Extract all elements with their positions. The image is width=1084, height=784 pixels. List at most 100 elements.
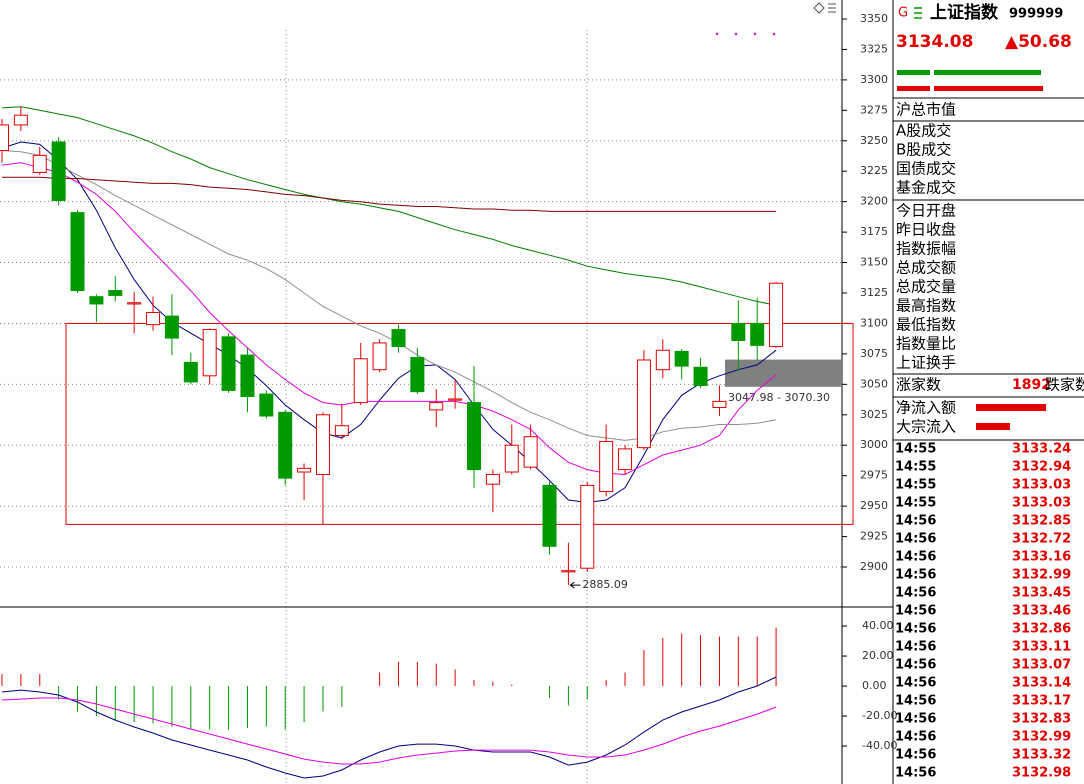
badge[interactable]: G (898, 6, 908, 21)
candle-body (334, 425, 349, 436)
y-tick-label: 40.00 (862, 619, 894, 632)
candle-body (146, 311, 161, 326)
trade-time: 14:56 (895, 640, 936, 655)
y-tick-label: 3100 (860, 316, 888, 329)
candle-body (278, 411, 293, 479)
trade-time: 14:56 (895, 532, 936, 547)
trade-time: 14:55 (895, 442, 936, 457)
y-tick-label: 3325 (860, 42, 888, 55)
trade-price: 3133.45 (1012, 586, 1071, 601)
y-tick-label: 20.00 (862, 649, 894, 662)
y-tick-label: 2950 (860, 499, 888, 512)
rise-label: 涨家数 (896, 376, 941, 394)
y-tick-label: 3225 (860, 164, 888, 177)
candle-body (429, 402, 444, 411)
candle-body (485, 473, 500, 485)
markers (715, 32, 776, 36)
field-label: 最低指数 (896, 316, 956, 334)
trade-time: 14:56 (895, 568, 936, 583)
trade-price: 3133.32 (1012, 748, 1071, 763)
y-tick-label: 3175 (860, 225, 888, 238)
field-label: 总成交额 (896, 259, 956, 277)
trade-time: 14:56 (895, 694, 936, 709)
y-tick-label: 3200 (860, 195, 888, 208)
trade-price: 3133.24 (1012, 442, 1071, 457)
candle-body (467, 402, 481, 471)
candle-body (127, 302, 142, 305)
line (1, 676, 777, 779)
candle-body (731, 322, 746, 341)
y-tick-label: 3150 (860, 256, 888, 269)
trade-price: 3133.07 (1012, 658, 1071, 673)
y-tick-label: 3300 (860, 73, 888, 86)
candle-body (693, 366, 708, 387)
bar (934, 70, 1041, 75)
candle-body (504, 444, 519, 473)
trade-time: 14:56 (895, 514, 936, 529)
y-tick-label: 0.00 (862, 679, 887, 692)
trade-time: 14:55 (895, 496, 936, 511)
field-label: 基金成交 (896, 179, 956, 197)
trade-time: 14:55 (895, 460, 936, 475)
candle-body (221, 336, 236, 391)
icon[interactable] (813, 2, 825, 14)
candle-body (89, 296, 104, 305)
candle-body (391, 329, 406, 348)
menu-icon[interactable] (914, 7, 922, 19)
candle-body (202, 329, 217, 377)
low-label: 2885.09 (582, 578, 628, 591)
candle-body (51, 141, 66, 201)
trade-time: 14:56 (895, 550, 936, 565)
bar (934, 86, 1043, 91)
field-label: 总成交量 (896, 278, 956, 296)
y-tick-label: 3050 (860, 377, 888, 390)
title: 上证指数 (930, 2, 999, 23)
price-zone (725, 359, 842, 387)
trade-time: 14:56 (895, 658, 936, 673)
trade-price: 3132.94 (1012, 460, 1071, 475)
trade-time: 14:56 (895, 622, 936, 637)
candle-body (542, 484, 557, 547)
trade-price: 3132.99 (1012, 568, 1071, 583)
trade-price: 3133.03 (1012, 478, 1071, 493)
bar (897, 70, 930, 75)
candle-body (750, 322, 765, 346)
rise-count: 1892 (1012, 377, 1051, 393)
trade-price: 3132.98 (1012, 766, 1071, 781)
candle-body (183, 361, 198, 383)
change: ▲50.68 (1005, 32, 1072, 52)
trade-price: 3133.17 (1012, 694, 1071, 709)
candle-body (523, 436, 538, 468)
icon[interactable] (828, 3, 836, 13)
y-tick-label: 3125 (860, 286, 888, 299)
y-tick-label: 3025 (860, 408, 888, 421)
field-label: A股成交 (896, 122, 951, 140)
trade-price: 3133.03 (1012, 496, 1071, 511)
field-label: 今日开盘 (896, 202, 956, 220)
field-label: 上证换手 (896, 354, 956, 372)
field-label: 沪总市值 (896, 101, 956, 119)
candle-body (240, 354, 255, 398)
candle-body (259, 393, 274, 417)
zone-label: 3047.98 - 3070.30 (728, 391, 830, 404)
line (1, 697, 777, 765)
flow-bar (976, 423, 1010, 430)
trade-time: 14:56 (895, 766, 936, 781)
y-tick-label: -20.00 (862, 709, 897, 722)
candle-body (448, 398, 463, 401)
line (1, 162, 777, 476)
y-tick-label: 2900 (860, 560, 888, 573)
line (1, 141, 777, 504)
candle-body (315, 414, 330, 475)
field-label: 最高指数 (896, 297, 956, 315)
candle-body (712, 400, 727, 408)
trade-time: 14:56 (895, 712, 936, 727)
trade-price: 3132.85 (1012, 514, 1071, 529)
field-label: 昨日收盘 (896, 221, 956, 239)
candle-body (599, 441, 614, 493)
trade-time: 14:56 (895, 676, 936, 691)
trade-price: 3133.46 (1012, 604, 1071, 619)
field-label: B股成交 (896, 141, 951, 159)
flow-bar (976, 404, 1046, 411)
